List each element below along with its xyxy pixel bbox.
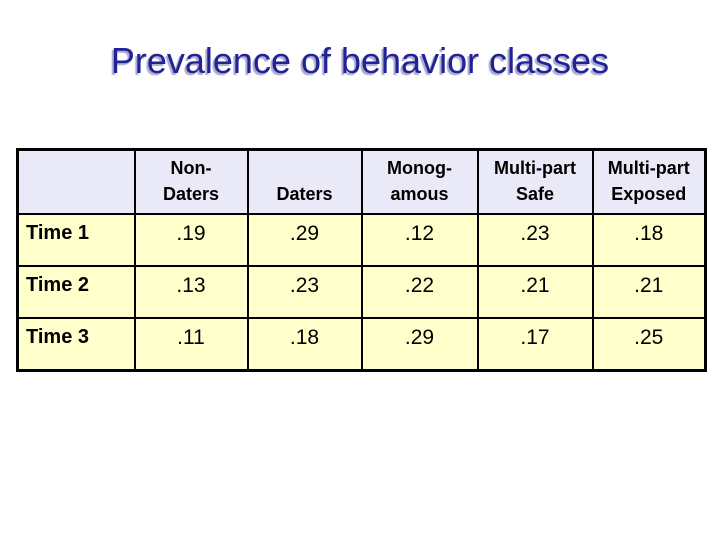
table-cell: .23: [476, 213, 594, 267]
column-header-multi-part-safe: Multi-part Safe: [476, 148, 594, 215]
slide-title: Prevalence of behavior classes: [110, 40, 610, 81]
header-line: Daters: [162, 184, 220, 204]
column-header-non-daters: Non- Daters: [133, 148, 249, 215]
table-row-time3: Time 3 .11 .18 .29 .17 .25: [16, 317, 707, 371]
table-cell: .21: [591, 265, 707, 319]
table-cell: .17: [476, 317, 594, 371]
column-header-multi-part-exposed: Multi-part Exposed: [591, 148, 707, 215]
table-row-time2: Time 2 .13 .23 .22 .21 .21: [16, 265, 707, 319]
header-line: Multi-part: [607, 158, 690, 178]
corner-cell: [16, 148, 136, 215]
row-label-time2: Time 2: [16, 265, 136, 319]
table-cell: .25: [591, 317, 707, 371]
header-line: Non-: [170, 158, 212, 178]
table-cell: .11: [133, 317, 249, 371]
table-cell: .29: [246, 213, 363, 267]
table-cell: .12: [360, 213, 479, 267]
table-cell: .21: [476, 265, 594, 319]
header-line: amous: [390, 184, 449, 204]
row-label-time1: Time 1: [16, 213, 136, 267]
table-cell: .29: [360, 317, 479, 371]
table-cell: .22: [360, 265, 479, 319]
header-line: Exposed: [611, 184, 687, 204]
header-line: Daters: [276, 184, 333, 204]
table-cell: .18: [246, 317, 363, 371]
table-cell: .23: [246, 265, 363, 319]
header-line: Safe: [515, 184, 555, 204]
table-cell: .19: [133, 213, 249, 267]
row-label-time3: Time 3: [16, 317, 136, 371]
column-header-daters: Daters: [246, 148, 363, 215]
table-cell: .13: [133, 265, 249, 319]
header-row: Non- Daters Daters Monog- amous Multi-pa…: [16, 148, 707, 215]
column-header-monogamous: Monog- amous: [360, 148, 479, 215]
header-line: Monog-: [387, 158, 452, 178]
header-line: Multi-part: [494, 158, 576, 178]
table-row-time1: Time 1 .19 .29 .12 .23 .18: [16, 213, 707, 267]
table-cell: .18: [591, 213, 707, 267]
prevalence-table: Non- Daters Daters Monog- amous Multi-pa…: [16, 148, 707, 372]
